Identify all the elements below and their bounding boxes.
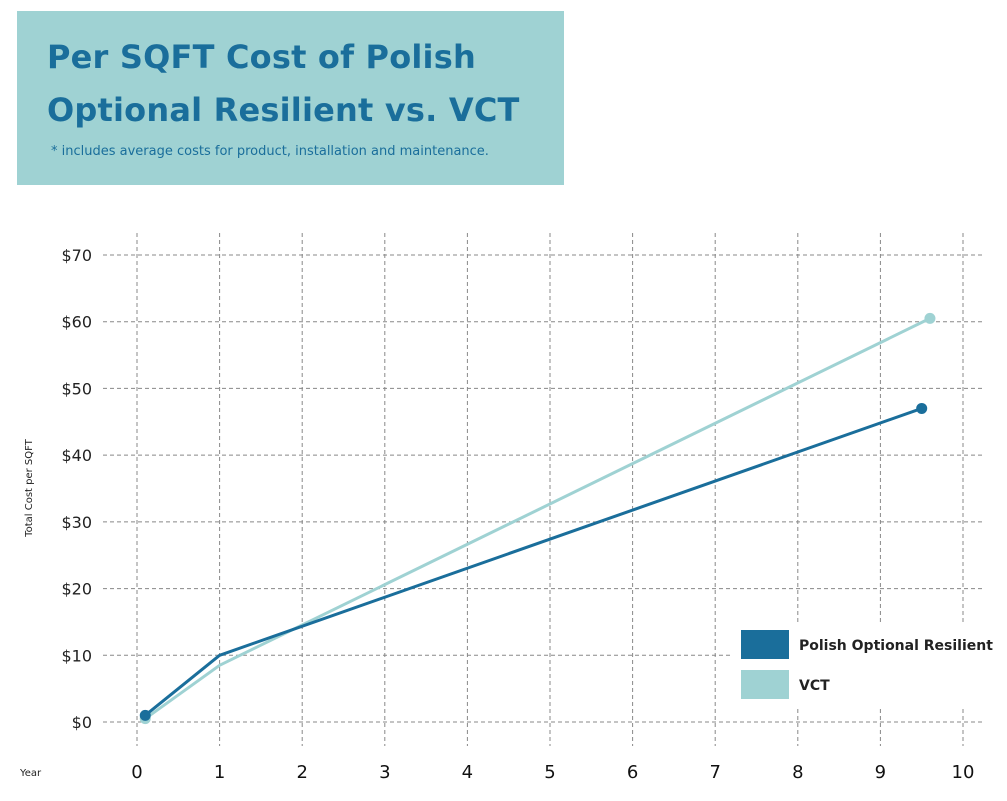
chart-title-line-1: Per SQFT Cost of Polish: [47, 38, 476, 76]
x-tick-label: 9: [875, 762, 886, 783]
x-axis-label: Year: [19, 768, 42, 779]
chart-title-line-2: Optional Resilient vs. VCT: [47, 91, 520, 129]
x-tick-label: 4: [462, 762, 473, 783]
y-tick-label: $20: [61, 580, 92, 599]
y-tick-label: $10: [61, 646, 92, 665]
legend: Polish Optional Resilient VCT: [733, 622, 995, 708]
series-line-vct: [144, 317, 931, 720]
x-tick-label: 0: [131, 762, 142, 783]
series-line-polish-optional-resilient: [144, 407, 923, 717]
x-tick-labels: 0 1 2 3 4 5 6 7 8 9 10: [131, 762, 974, 783]
y-tick-label: $50: [61, 379, 92, 398]
x-tick-label: 8: [792, 762, 803, 783]
legend-label: Polish Optional Resilient: [799, 638, 993, 654]
title-box: Per SQFT Cost of Polish Optional Resilie…: [17, 11, 564, 185]
y-tick-label: $60: [61, 313, 92, 332]
x-tick-label: 10: [952, 762, 975, 783]
y-tick-label: $0: [72, 713, 92, 732]
data-point-vct: [924, 312, 936, 324]
chart-subtitle: * includes average costs for product, in…: [51, 144, 489, 159]
y-tick-label: $30: [61, 513, 92, 532]
legend-swatch: [741, 630, 789, 659]
x-tick-label: 1: [214, 762, 225, 783]
legend-swatch: [741, 670, 789, 699]
y-tick-label: $40: [61, 446, 92, 465]
series-group: [139, 312, 936, 725]
data-point-polish-optional-resilient: [916, 402, 928, 414]
legend-label: VCT: [799, 678, 830, 694]
x-tick-label: 7: [709, 762, 720, 783]
x-tick-label: 6: [627, 762, 638, 783]
y-tick-labels: $0 $10 $20 $30 $40 $50 $60 $70: [61, 246, 92, 732]
y-axis-label: Total Cost per SQFT: [24, 438, 35, 538]
y-tick-label: $70: [61, 246, 92, 265]
x-tick-label: 5: [544, 762, 555, 783]
x-tick-label: 3: [379, 762, 390, 783]
x-tick-label: 2: [296, 762, 307, 783]
data-point-polish-optional-resilient: [139, 709, 151, 721]
